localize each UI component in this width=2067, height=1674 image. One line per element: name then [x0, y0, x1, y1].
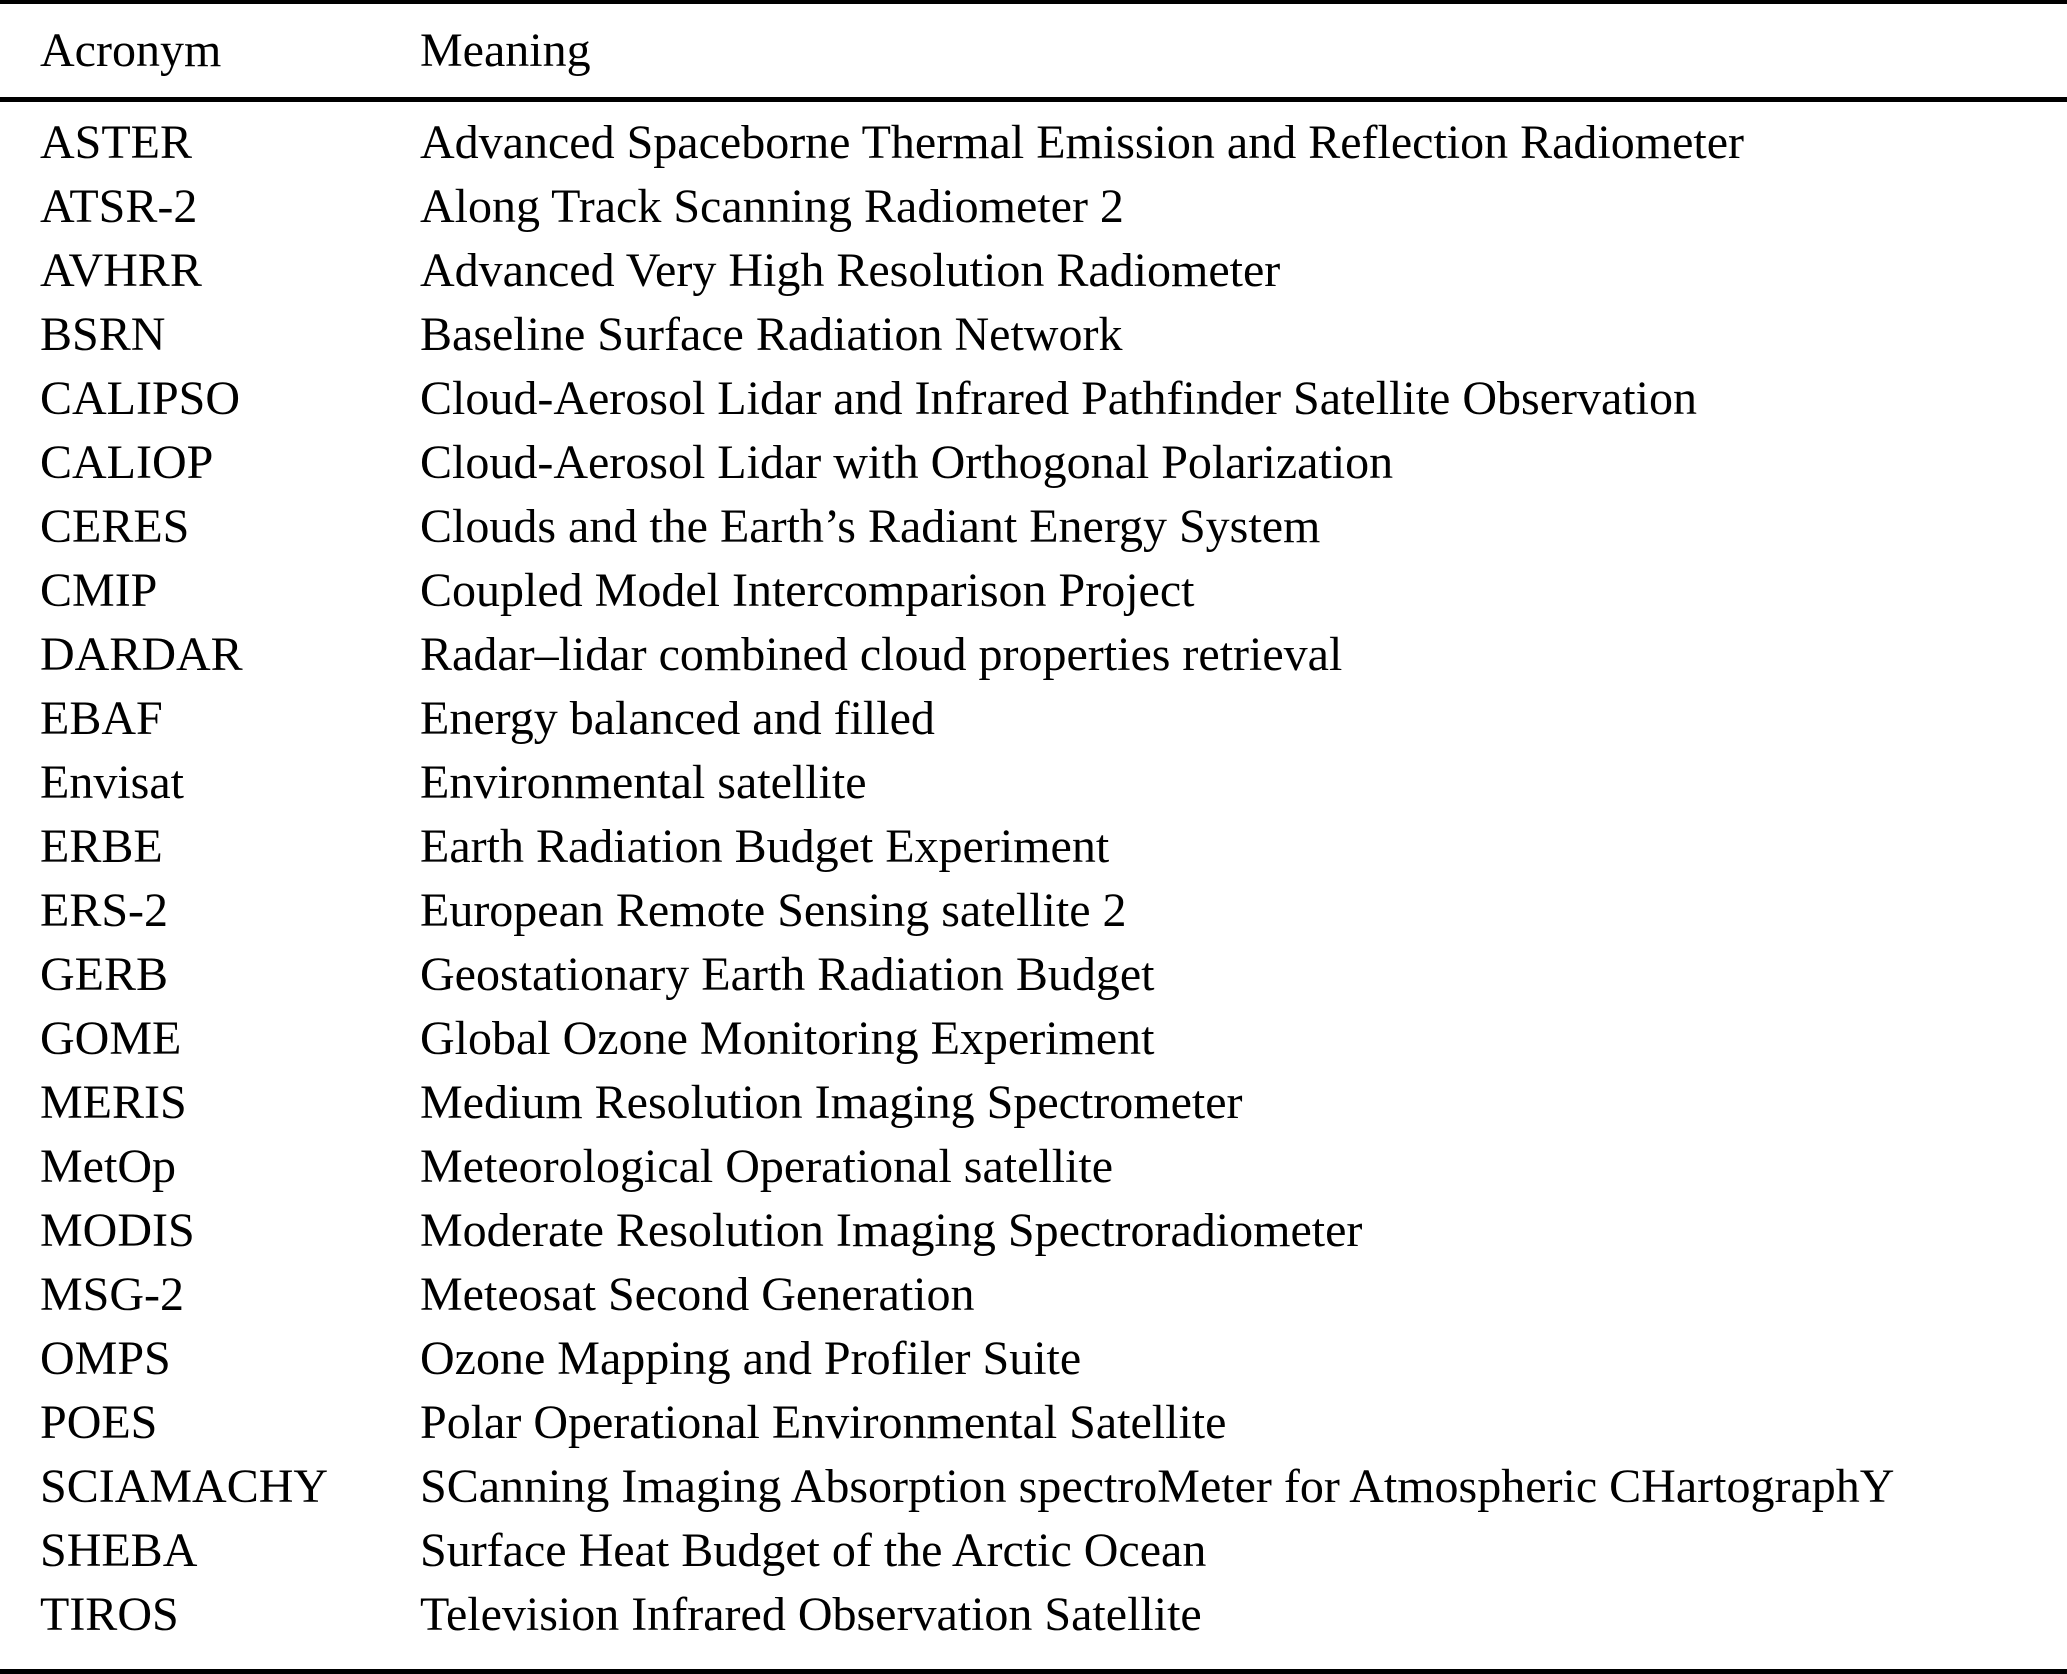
table-row: ERBE Earth Radiation Budget Experiment — [0, 815, 2067, 879]
acronym-cell: GOME — [40, 1012, 182, 1065]
table-row: DARDAR Radar–lidar combined cloud propert… — [0, 623, 2067, 687]
table-header-rule — [0, 97, 2067, 102]
column-header-acronym: Acronym — [40, 23, 222, 77]
table-row: POES Polar Operational Environmental Sate… — [0, 1391, 2067, 1455]
table-row: GERB Geostationary Earth Radiation Budget — [0, 943, 2067, 1007]
acronym-cell: CALIOP — [40, 436, 214, 489]
acronym-cell: GERB — [40, 948, 169, 1001]
table-row: MetOp Meteorological Operational satellit… — [0, 1135, 2067, 1199]
table-row: BSRN Baseline Surface Radiation Network — [0, 303, 2067, 367]
table-row: CMIP Coupled Model Intercomparison Projec… — [0, 559, 2067, 623]
acronym-cell: EBAF — [40, 692, 163, 745]
meaning-cell: Coupled Model Intercomparison Project — [420, 564, 1195, 617]
meaning-cell: Radar–lidar combined cloud properties re… — [420, 628, 1343, 681]
acronym-cell: DARDAR — [40, 628, 243, 681]
meaning-cell: Meteosat Second Generation — [420, 1268, 975, 1321]
meaning-cell: Medium Resolution Imaging Spectrometer — [420, 1076, 1243, 1129]
meaning-cell: Polar Operational Environmental Satellit… — [420, 1396, 1227, 1449]
table-row: SHEBA Surface Heat Budget of the Arctic O… — [0, 1519, 2067, 1583]
meaning-cell: Television Infrared Observation Satellit… — [420, 1588, 1202, 1641]
acronym-cell: Envisat — [40, 756, 184, 809]
table-row: CALIOP Cloud-Aerosol Lidar with Orthogona… — [0, 431, 2067, 495]
acronym-cell: SHEBA — [40, 1524, 198, 1577]
meaning-cell: SCanning Imaging Absorption spectroMeter… — [420, 1460, 1895, 1513]
acronym-cell: CALIPSO — [40, 372, 241, 425]
meaning-cell: Baseline Surface Radiation Network — [420, 308, 1123, 361]
acronym-cell: ASTER — [40, 116, 193, 169]
meaning-cell: Geostationary Earth Radiation Budget — [420, 948, 1155, 1001]
column-header-meaning: Meaning — [420, 23, 591, 77]
acronym-cell: ERBE — [40, 820, 163, 873]
table-row: OMPS Ozone Mapping and Profiler Suite — [0, 1327, 2067, 1391]
meaning-cell: Earth Radiation Budget Experiment — [420, 820, 1110, 873]
table-row: EBAF Energy balanced and filled — [0, 687, 2067, 751]
acronym-cell: OMPS — [40, 1332, 171, 1385]
table-row: ASTER Advanced Spaceborne Thermal Emissio… — [0, 111, 2067, 175]
table-body: ASTER Advanced Spaceborne Thermal Emissio… — [0, 102, 2067, 1669]
meaning-cell: Surface Heat Budget of the Arctic Ocean — [420, 1524, 1207, 1577]
acronym-cell: MSG-2 — [40, 1268, 185, 1321]
meaning-cell: Meteorological Operational satellite — [420, 1140, 1114, 1193]
acronym-cell: BSRN — [40, 308, 166, 361]
acronym-cell: POES — [40, 1396, 158, 1449]
table-row: MERIS Medium Resolution Imaging Spectrome… — [0, 1071, 2067, 1135]
acronym-cell: CMIP — [40, 564, 158, 617]
meaning-cell: Moderate Resolution Imaging Spectroradio… — [420, 1204, 1363, 1257]
table-row: MSG-2 Meteosat Second Generation — [0, 1263, 2067, 1327]
meaning-cell: Advanced Very High Resolution Radiometer — [420, 244, 1281, 297]
meaning-cell: Environmental satellite — [420, 756, 867, 809]
meaning-cell: Ozone Mapping and Profiler Suite — [420, 1332, 1082, 1385]
acronym-cell: SCIAMACHY — [40, 1460, 329, 1513]
acronym-cell: ATSR-2 — [40, 180, 198, 233]
table-row: ERS-2 European Remote Sensing satellite 2 — [0, 879, 2067, 943]
acronym-cell: CERES — [40, 500, 190, 553]
meaning-cell: Advanced Spaceborne Thermal Emission and… — [420, 116, 1745, 169]
table-row: AVHRR Advanced Very High Resolution Radio… — [0, 239, 2067, 303]
meaning-cell: Cloud-Aerosol Lidar and Infrared Pathfin… — [420, 372, 1697, 425]
table-bottom-rule — [0, 1669, 2067, 1674]
table-row: CALIPSO Cloud-Aerosol Lidar and Infrared … — [0, 367, 2067, 431]
acronym-cell: ERS-2 — [40, 884, 169, 937]
meaning-cell: Global Ozone Monitoring Experiment — [420, 1012, 1155, 1065]
table-row: TIROS Television Infrared Observation Sat… — [0, 1583, 2067, 1647]
table-row: SCIAMACHY SCanning Imaging Absorption spe… — [0, 1455, 2067, 1519]
acronym-cell: MODIS — [40, 1204, 195, 1257]
meaning-cell: Cloud-Aerosol Lidar with Orthogonal Pola… — [420, 436, 1394, 489]
table-header-row: Acronym Meaning — [0, 4, 2067, 97]
table-row: Envisat Environmental satellite — [0, 751, 2067, 815]
acronym-cell: AVHRR — [40, 244, 202, 297]
meaning-cell: European Remote Sensing satellite 2 — [420, 884, 1127, 937]
table-top-rule — [0, 0, 2067, 4]
table-row: GOME Global Ozone Monitoring Experiment — [0, 1007, 2067, 1071]
acronym-cell: MERIS — [40, 1076, 187, 1129]
acronym-cell: TIROS — [40, 1588, 179, 1641]
meaning-cell: Energy balanced and filled — [420, 692, 935, 745]
acronym-cell: MetOp — [40, 1140, 176, 1193]
table-row: CERES Clouds and the Earth’s Radiant Ener… — [0, 495, 2067, 559]
table-row: ATSR-2 Along Track Scanning Radiometer 2 — [0, 175, 2067, 239]
meaning-cell: Along Track Scanning Radiometer 2 — [420, 180, 1124, 233]
meaning-cell: Clouds and the Earth’s Radiant Energy Sy… — [420, 500, 1321, 553]
table-row: MODIS Moderate Resolution Imaging Spectro… — [0, 1199, 2067, 1263]
